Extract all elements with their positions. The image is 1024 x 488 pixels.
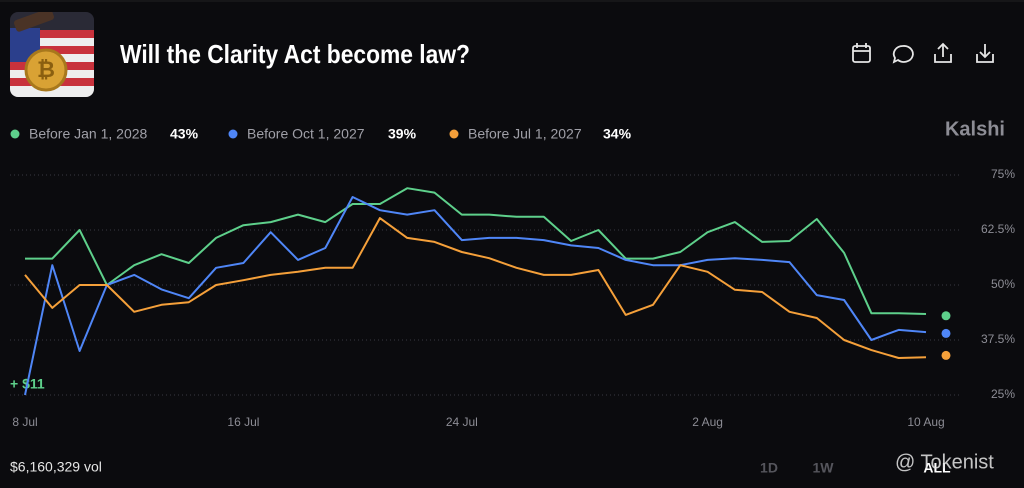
range-button[interactable]: 1W (813, 460, 835, 476)
end-dot (941, 311, 951, 321)
download-icon[interactable] (976, 44, 994, 63)
legend-label: Before Jan 1, 2028 (29, 126, 148, 142)
legend-label: Before Oct 1, 2027 (247, 126, 365, 142)
thumbnail: ₿ (10, 12, 94, 97)
legend-value: 39% (388, 126, 417, 142)
end-dot (941, 328, 951, 338)
y-tick-label: 25% (991, 387, 1015, 401)
legend-swatch (228, 129, 238, 139)
y-tick-label: 62.5% (981, 222, 1015, 236)
calendar-icon[interactable] (852, 43, 871, 63)
legend-swatch (449, 129, 459, 139)
range-button[interactable]: ALL (923, 460, 951, 476)
series-line (25, 187, 927, 315)
y-tick-label: 50% (991, 277, 1015, 291)
legend-value: 43% (170, 126, 199, 142)
x-tick-label: 8 Jul (12, 415, 37, 429)
chart-title: Will the Clarity Act become law? (120, 39, 470, 69)
watermark: @ Tokenist (895, 451, 994, 473)
series-line (24, 196, 927, 396)
series-line (24, 217, 927, 359)
header-icons (852, 42, 994, 64)
x-tick-label: 2 Aug (692, 415, 723, 429)
brand: Kalshi (945, 118, 1005, 140)
comment-icon[interactable] (892, 45, 914, 64)
x-tick-label: 16 Jul (227, 415, 259, 429)
end-dot (941, 350, 951, 360)
svg-text:₿: ₿ (37, 57, 55, 82)
y-tick-label: 37.5% (981, 332, 1015, 346)
legend-swatch (10, 129, 20, 139)
legend-value: 34% (603, 126, 632, 142)
range-button[interactable]: 1D (760, 460, 778, 476)
y-tick-label: 75% (991, 167, 1015, 181)
x-tick-label: 24 Jul (446, 415, 478, 429)
legend-label: Before Jul 1, 2027 (468, 126, 582, 142)
volume: $6,160,329 vol (10, 459, 102, 475)
share-icon[interactable] (934, 42, 952, 63)
x-tick-label: 10 Aug (907, 415, 944, 429)
